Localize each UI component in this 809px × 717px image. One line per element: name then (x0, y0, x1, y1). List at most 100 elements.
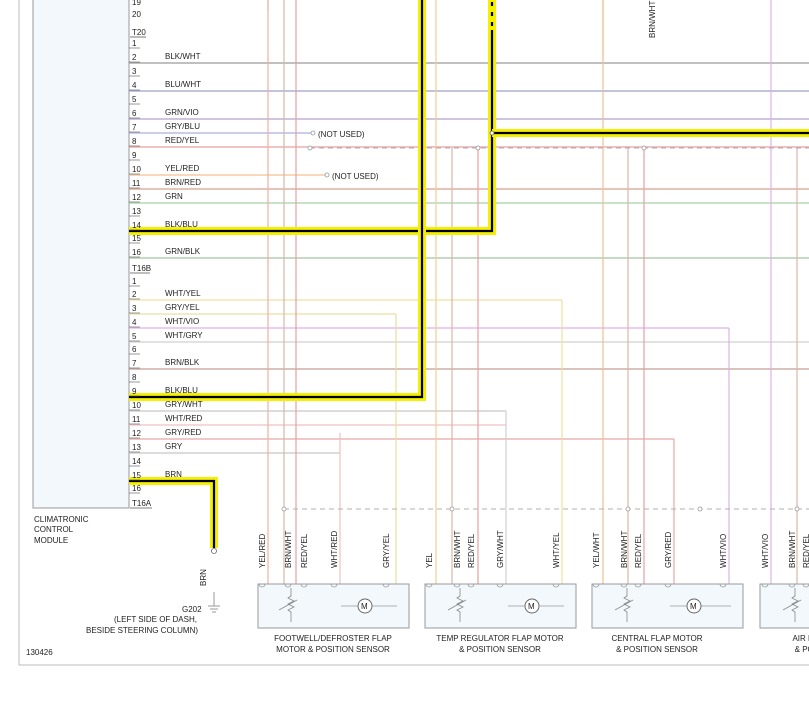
wire-color-label: YEL/RED (165, 164, 199, 173)
pin-number-label: 13 (132, 207, 141, 216)
pin-number-label: 9 (132, 387, 137, 396)
splice-dot (794, 506, 800, 512)
pin-number-label: 13 (132, 443, 141, 452)
wire-blk-blu-t20-14 (129, 0, 494, 233)
pin-label-20: 20 (132, 10, 141, 19)
component-4: WHT/VIO BRN/WHT RED/YEL AIR FLO & POSI (759, 531, 809, 654)
pin-number-label: 6 (132, 345, 137, 354)
position-sensor-symbol (791, 588, 799, 622)
wire-brn-ground (129, 479, 216, 548)
ground-symbol (208, 592, 220, 613)
highlighted-wire-group (129, 0, 809, 554)
motor-symbol-label: M (528, 602, 535, 611)
splice-dot (281, 506, 287, 512)
pin-number-label: 10 (132, 165, 141, 174)
wire-color-label: GRY/WHT (165, 400, 203, 409)
component-subtitle: & POSI (795, 645, 809, 654)
connector-t20-label: T20 (132, 28, 146, 37)
pin-number-label: 2 (132, 53, 137, 62)
sensor-wiper (782, 599, 802, 611)
component-subtitle: & POSITION SENSOR (616, 645, 698, 654)
pin-number-label: 4 (132, 81, 137, 90)
wire-brn-ground-highlight (129, 477, 218, 548)
terminal-arc (425, 583, 433, 588)
pin-number-label: 3 (132, 67, 137, 76)
wire-color-label: GRY/RED (165, 428, 202, 437)
pin-number-label: 4 (132, 318, 137, 327)
component-1: YEL/RED BRN/WHT RED/YEL WHT/RED GRY/YEL M FOOT… (257, 530, 410, 654)
terminal-arc (496, 583, 504, 588)
wire-color-label: BLU/WHT (165, 80, 201, 89)
position-sensor-symbol (287, 588, 295, 622)
pin-number-label: 1 (132, 277, 137, 286)
sensor-wiper (278, 599, 298, 611)
terminal-arc (382, 583, 390, 588)
top-vertical-wire-label: BRN/WHT (648, 1, 657, 38)
terminal-arc (258, 583, 266, 588)
connector-t16b-label: T16B (132, 264, 151, 273)
splice-dot (307, 145, 313, 151)
pin-number-label: 14 (132, 457, 141, 466)
ground-wire-label: BRN (199, 569, 208, 586)
wire-color-label: BLK/BLU (165, 220, 198, 229)
terminal-arc (592, 583, 600, 588)
splice-dot (475, 145, 481, 151)
component-wire-label: BRN/WHT (788, 531, 797, 568)
not-used-label-pin7: (NOT USED) (318, 130, 365, 139)
sensor-wiper (614, 599, 634, 611)
wire-color-label: WHT/RED (165, 414, 203, 423)
pin-number-label: 5 (132, 332, 137, 341)
ground-connection-dot (211, 548, 217, 554)
component-subtitle: & POSITION SENSOR (459, 645, 541, 654)
pin-number-label: 16 (132, 484, 141, 493)
component-2: YEL BRN/WHT RED/YEL GRY/WHT WHT/YEL M TEMP REG… (424, 530, 577, 654)
pin-number-label: 10 (132, 401, 141, 410)
wire-color-label: GRY/BLU (165, 122, 200, 131)
component-wire-label: YEL/RED (258, 534, 267, 568)
dashed-wire-group (281, 145, 809, 512)
splice-dot (641, 145, 647, 151)
component-wire-label: YEL/WHT (592, 532, 601, 568)
terminal-arc (620, 583, 628, 588)
terminal-arc (284, 583, 292, 588)
pin-number-label: 3 (132, 304, 137, 313)
pin-number-label: 11 (132, 415, 141, 424)
pin-number-label: 15 (132, 234, 141, 243)
wire-blk-blu-t16b-9 (129, 0, 424, 399)
pin-number-label: 9 (132, 151, 137, 160)
terminal-arc (330, 583, 338, 588)
module-name-line-2: CONTROL (34, 525, 74, 534)
wire-color-label: GRN/VIO (165, 108, 199, 117)
component-title: TEMP REGULATOR FLAP MOTOR (436, 634, 564, 643)
wire-color-label: GRN/BLK (165, 247, 201, 256)
wire-color-label: WHT/VIO (165, 317, 199, 326)
component-wire-label: WHT/VIO (719, 534, 728, 568)
component-group: YEL/RED BRN/WHT RED/YEL WHT/RED GRY/YEL M FOOT… (257, 530, 809, 654)
pin-number-label: 16 (132, 248, 141, 257)
wire-color-label: GRY (165, 442, 183, 451)
wire-color-label: BRN/BLK (165, 358, 200, 367)
component-title: FOOTWELL/DEFROSTER FLAP (274, 634, 392, 643)
pin-number-label: 6 (132, 109, 137, 118)
splice-dot (697, 506, 703, 512)
component-subtitle: MOTOR & POSITION SENSOR (276, 645, 390, 654)
component-wire-label: RED/YEL (802, 533, 809, 568)
splice-dot (324, 172, 330, 178)
component-wire-label: WHT/YEL (552, 532, 561, 568)
wire-color-label: GRN (165, 192, 183, 201)
splice-dot (489, 130, 495, 136)
component-title: CENTRAL FLAP MOTOR (612, 634, 703, 643)
wire-color-label: BRN/RED (165, 178, 201, 187)
wire-group (129, 0, 809, 584)
component-wire-label: RED/YEL (467, 533, 476, 568)
pin-number-label: 2 (132, 290, 137, 299)
ground-location-label-2: BESIDE STEERING COLUMN) (86, 626, 198, 635)
wire-color-label: GRY/YEL (165, 303, 200, 312)
sensor-wiper (447, 599, 467, 611)
ground-id-label: G202 (182, 605, 202, 614)
figure-number: 130426 (26, 648, 53, 657)
wire-color-label: BLK/BLU (165, 386, 198, 395)
component-wire-label: RED/YEL (300, 533, 309, 568)
pin-number-label: 7 (132, 359, 137, 368)
